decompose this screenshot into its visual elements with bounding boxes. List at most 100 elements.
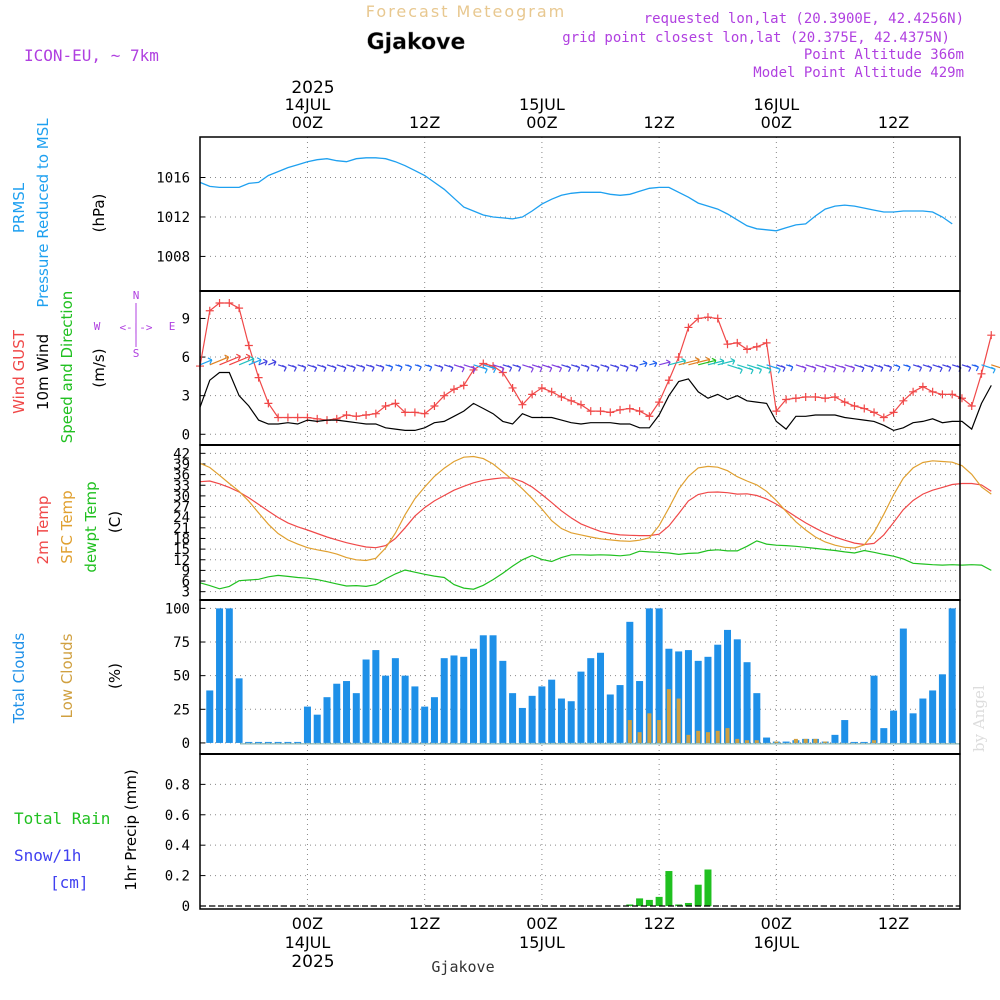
top-time-label: 00Z <box>526 113 557 132</box>
clouds-ytick-label: 100 <box>165 601 190 617</box>
wind-arrowhead <box>841 365 847 373</box>
wind-gust-point <box>967 401 976 410</box>
wind-arrowhead <box>966 365 972 372</box>
requested-coords: requested lon,lat (20.3900E, 42.4256N) <box>644 11 964 27</box>
top-year-label: 2025 <box>291 78 334 98</box>
wind-title-direction: Speed and Direction <box>58 291 76 444</box>
rain-bar <box>694 884 702 906</box>
total-cloud-bar <box>391 658 399 743</box>
wind-gust-point <box>782 395 791 404</box>
total-cloud-bar <box>216 608 224 743</box>
total-cloud-bar <box>587 658 595 743</box>
total-cloud-bar <box>880 728 888 743</box>
wind-arrowhead <box>869 365 874 373</box>
total-cloud-bar <box>763 737 771 743</box>
top-time-label: 00Z <box>761 113 792 132</box>
temp-unit: (C) <box>106 511 124 533</box>
wind-gust-point <box>733 338 742 347</box>
wind-arrowhead <box>369 364 375 372</box>
wind-arrowhead <box>427 364 433 372</box>
clouds-ytick-label: 0 <box>182 736 190 752</box>
temperature-ytick-label: 33 <box>173 478 190 494</box>
wind-arrowhead <box>927 365 933 372</box>
total-cloud-bar <box>655 608 663 743</box>
total-cloud-bar <box>470 648 478 743</box>
total-cloud-bar <box>499 660 507 743</box>
total-cloud-bar <box>489 635 497 743</box>
pressure-unit: (hPa) <box>90 194 108 233</box>
wind-gust-point <box>684 323 693 332</box>
total-cloud-bar <box>675 651 683 743</box>
total-cloud-bar <box>528 695 536 743</box>
total-cloud-bar <box>479 635 487 743</box>
wind-gust-point <box>948 390 957 399</box>
temperature-ytick-label: 9 <box>182 563 190 579</box>
location-title: Gjakove <box>367 30 466 55</box>
wind-arrowhead <box>379 364 385 372</box>
low-cloud-bar <box>754 740 759 743</box>
bottom-day-label: 16JUL <box>753 933 799 952</box>
model-label: ICON-EU, ~ 7km <box>24 46 159 65</box>
wind-gust-point <box>694 314 703 323</box>
wind-ytick-label: 3 <box>182 389 190 405</box>
wind-direction-arrow <box>219 355 241 366</box>
total-cloud-bar <box>401 675 409 743</box>
bottom-time-label: 00Z <box>761 914 792 933</box>
low-cloud-bar <box>745 740 750 743</box>
wind-arrowhead <box>416 364 422 372</box>
wind-gust-point <box>664 376 673 385</box>
pressure-line <box>199 157 953 232</box>
low-cloud-bar <box>686 734 691 743</box>
wind-arrowhead <box>766 366 772 374</box>
wind-gust-point <box>225 299 234 308</box>
wind-arrowhead <box>249 356 255 363</box>
temperature-ytick-label: 21 <box>173 521 190 537</box>
precip-title: 1hr Precip (mm) <box>122 769 140 890</box>
wind-gust-point <box>928 387 937 396</box>
total-cloud-bar <box>841 720 849 743</box>
temperature-ytick-label: 6 <box>182 574 190 590</box>
total-cloud-bar <box>362 659 370 743</box>
total-cloud-bar <box>323 697 331 743</box>
wind-gust-point <box>713 314 722 323</box>
total-cloud-bar <box>421 706 429 743</box>
wind-gust-point <box>645 412 654 421</box>
clouds-title-total: Total Clouds <box>10 633 28 725</box>
pressure-title-2: Pressure Reduced to MSL <box>34 118 52 308</box>
wind-speed-line <box>199 371 992 432</box>
compass-east: E <box>169 320 176 333</box>
wind-arrowhead <box>360 365 366 372</box>
low-cloud-bar <box>696 730 701 743</box>
wind-arrowhead <box>312 365 318 373</box>
total-cloud-bar <box>616 685 624 743</box>
total-cloud-bar <box>518 707 526 743</box>
wind-arrowhead <box>301 364 307 372</box>
low-cloud-bar <box>666 689 671 743</box>
wind-arrowhead <box>547 365 553 373</box>
total-cloud-bar <box>509 693 517 743</box>
wind-direction-arrow <box>658 361 671 366</box>
precip-legend-rain: Total Rain <box>14 809 110 828</box>
wind-ytick-label: 6 <box>182 350 190 366</box>
wind-arrowhead <box>482 366 488 374</box>
wind-gust-point <box>655 398 664 407</box>
wind-direction-arrow <box>717 359 735 366</box>
total-cloud-bar <box>440 658 448 743</box>
temperature-ytick-label: 27 <box>173 500 190 516</box>
precipitation-ytick-label: 0 <box>182 899 190 915</box>
wind-gust-point <box>244 341 253 350</box>
total-cloud-bar <box>303 706 311 743</box>
bottom-noon-label: 12Z <box>643 914 674 933</box>
wind-direction-arrow <box>698 359 717 366</box>
total-cloud-bar <box>714 644 722 743</box>
pressure-ytick-label: 1012 <box>156 210 190 226</box>
bottom-noon-label: 12Z <box>409 914 440 933</box>
wind-arrowhead <box>292 365 297 372</box>
clouds-ytick-label: 75 <box>173 635 190 651</box>
wind-gust-point <box>840 398 849 407</box>
temperature-ytick-label: 42 <box>173 446 190 462</box>
low-cloud-bar <box>872 740 877 743</box>
wind-arrowhead <box>642 360 648 368</box>
wind-gust-point <box>391 399 400 408</box>
